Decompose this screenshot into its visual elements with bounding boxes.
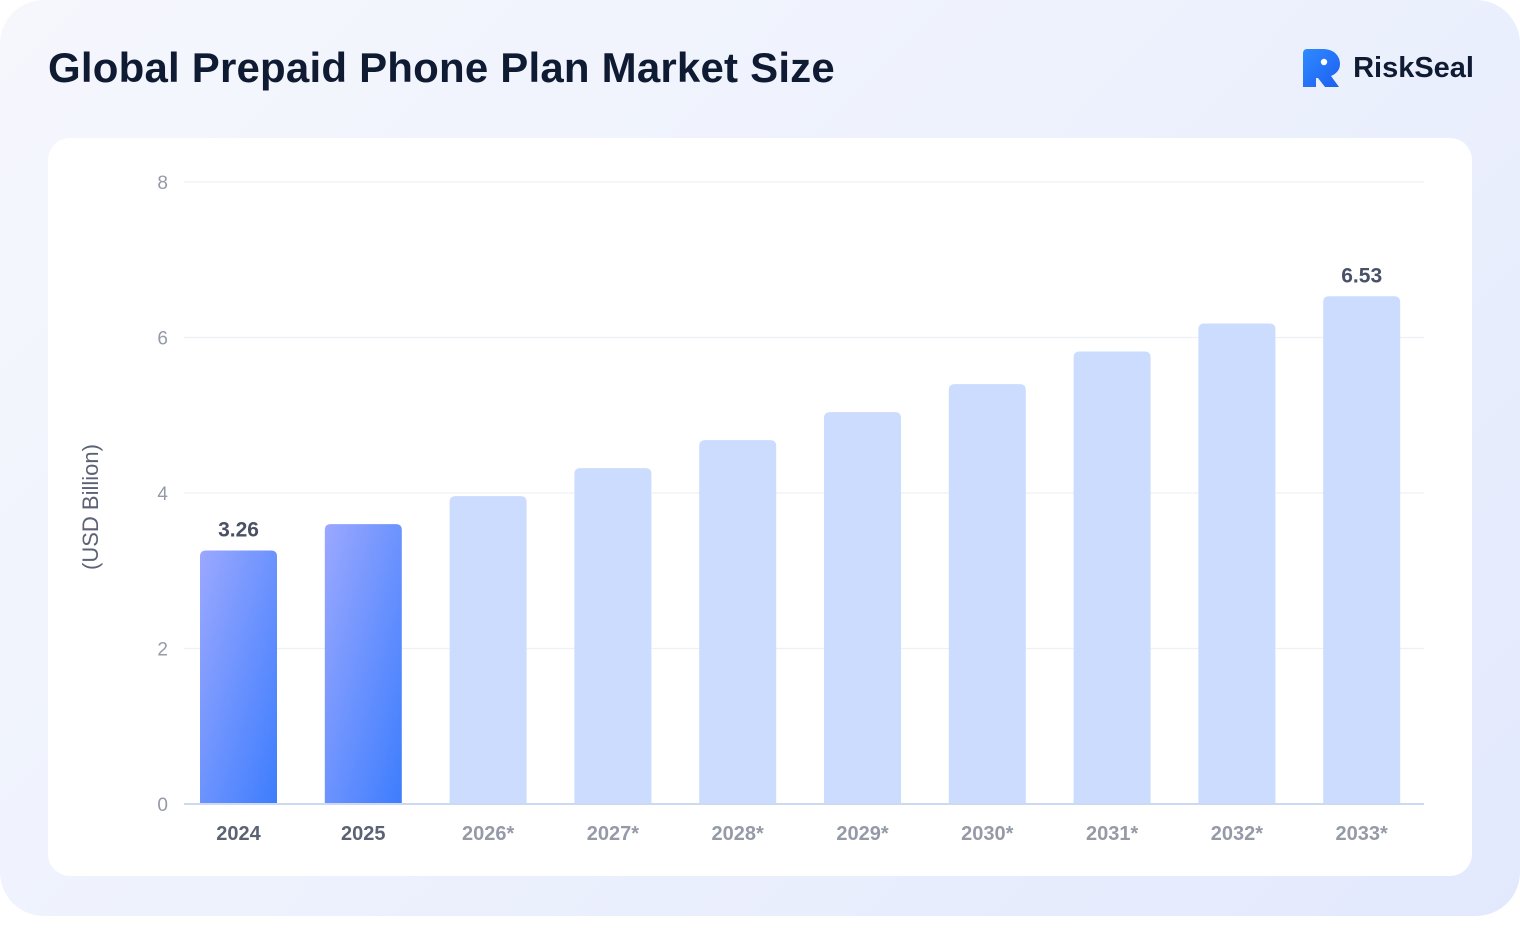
x-tick-label: 2031* [1086, 823, 1138, 845]
x-tick-label: 2030* [961, 823, 1013, 845]
bar-2029-forecast [824, 412, 901, 804]
bar-chart: 0 2 4 6 8 2024 2025 2026* 2027* 2028* 2029* 2030* 20… [157, 173, 1424, 845]
brand: RiskSeal [1301, 47, 1474, 89]
chart-card: 0 2 4 6 8 2024 2025 2026* 2027* 2028* 2029* 2030* 20… [48, 138, 1472, 876]
y-tick-label: 6 [157, 329, 168, 350]
chart-title: Global Prepaid Phone Plan Market Size [48, 44, 835, 91]
riskseal-logo-icon [1303, 49, 1341, 87]
brand-name: RiskSeal [1353, 51, 1474, 84]
bar-2025 [324, 524, 402, 804]
bar-2027-forecast [574, 468, 652, 804]
x-tick-label: 2027* [587, 823, 639, 845]
bar-2031-forecast [1073, 351, 1151, 804]
y-tick-label: 4 [157, 484, 168, 505]
labels: 0 2 4 6 8 2024 2025 2026* 2027* 2028* 2029* 2030* 20… [157, 173, 1388, 845]
bar-2026-forecast [449, 496, 527, 804]
data-label: 3.26 [218, 519, 259, 542]
y-tick-label: 2 [157, 640, 168, 661]
bar-2033-forecast [1323, 296, 1401, 804]
y-tick-label: 8 [157, 173, 168, 194]
x-tick-label: 2026* [462, 823, 514, 845]
x-tick-label: 2029* [836, 823, 888, 845]
x-tick-label: 2028* [712, 823, 764, 845]
y-tick-label: 0 [157, 795, 168, 816]
data-label: 6.53 [1341, 264, 1382, 287]
x-tick-label: 2032* [1211, 823, 1263, 845]
x-tick-label: 2024 [216, 823, 261, 845]
bar-2024 [200, 550, 277, 804]
x-tick-label: 2025 [341, 823, 386, 845]
bar-2032-forecast [1198, 323, 1276, 804]
bar-2028-forecast [699, 440, 777, 804]
bar-2030-forecast [948, 384, 1026, 804]
y-axis-label: (USD Billion) [78, 444, 103, 570]
x-tick-label: 2033* [1336, 823, 1388, 845]
bars [200, 296, 1401, 804]
